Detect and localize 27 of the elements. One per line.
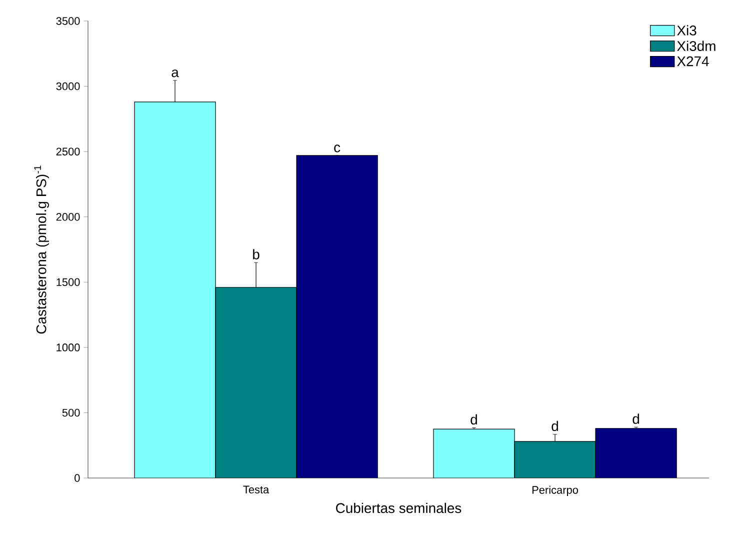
legend-label: Xi3 xyxy=(677,25,696,36)
bar xyxy=(595,428,677,478)
y-tick-label: 2500 xyxy=(56,148,80,156)
x-tick-label: Testa xyxy=(243,486,270,494)
annotation: c xyxy=(334,144,340,152)
bar xyxy=(134,102,216,478)
x-tick-label: Pericarpo xyxy=(532,486,578,496)
y-tick-label: 1000 xyxy=(56,344,80,352)
bar xyxy=(433,428,515,478)
x-axis-title: Cubiertas seminales xyxy=(336,502,462,514)
annotation: d xyxy=(470,414,477,425)
y-axis-title: Castasterona (pmol.g PS)$^{-1}$ xyxy=(34,166,50,334)
annotation: b xyxy=(253,249,260,260)
y-tick-label: 2000 xyxy=(56,212,80,221)
bar xyxy=(296,155,378,478)
y-tick-label: 0 xyxy=(74,474,80,482)
legend-label: X274 xyxy=(677,56,709,66)
y-tick-label: 1500 xyxy=(56,278,80,286)
annotation: a xyxy=(172,70,179,78)
y-tick-label: 500 xyxy=(62,408,80,417)
bar xyxy=(514,441,596,478)
y-tick-label: 3000 xyxy=(56,82,80,90)
annotation: d xyxy=(632,414,640,424)
annotation: d xyxy=(552,420,558,432)
y-tick-label: 3500 xyxy=(56,17,80,25)
bar xyxy=(216,287,297,478)
legend-label: Xi3dm xyxy=(677,40,716,52)
